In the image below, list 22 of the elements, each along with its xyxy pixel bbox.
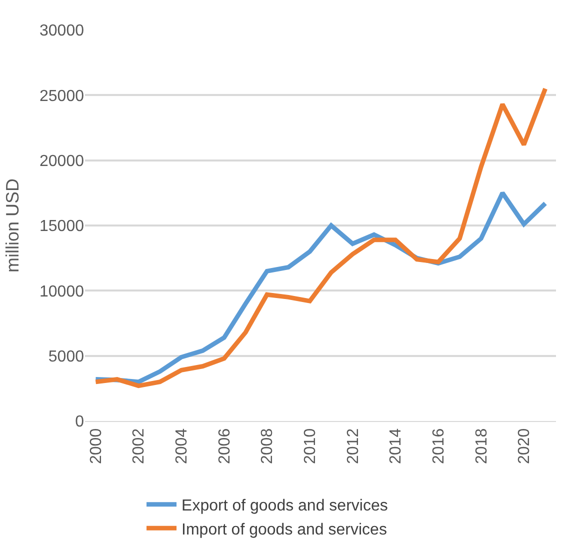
y-tick-label: 5000 xyxy=(48,348,84,366)
x-tick-label: 2010 xyxy=(302,428,319,464)
y-tick-label: 30000 xyxy=(40,22,84,40)
y-tick-label: 15000 xyxy=(40,218,84,236)
x-tick-label: 2014 xyxy=(388,428,405,464)
y-axis-title: million USD xyxy=(2,178,23,273)
x-tick-label: 2008 xyxy=(259,428,276,464)
y-tick-label: 0 xyxy=(75,414,84,431)
y-tick-label: 10000 xyxy=(40,283,84,300)
x-tick-label: 2020 xyxy=(516,428,534,464)
x-tick-label: 2018 xyxy=(473,428,490,464)
line-series xyxy=(93,86,548,388)
x-tick-label: 2012 xyxy=(344,428,362,464)
x-tick-label: 2006 xyxy=(216,428,234,464)
x-tick-label: 2002 xyxy=(130,428,148,464)
y-tick-label: 25000 xyxy=(40,88,84,105)
x-tick-label: 2016 xyxy=(430,428,448,464)
legend-label: Import of goods and services xyxy=(182,521,387,538)
legend-label: Export of goods and services xyxy=(182,498,388,515)
y-tick-label: 20000 xyxy=(40,152,84,170)
x-tick-label: 2000 xyxy=(88,428,105,464)
x-tick-label: 2004 xyxy=(174,428,191,464)
